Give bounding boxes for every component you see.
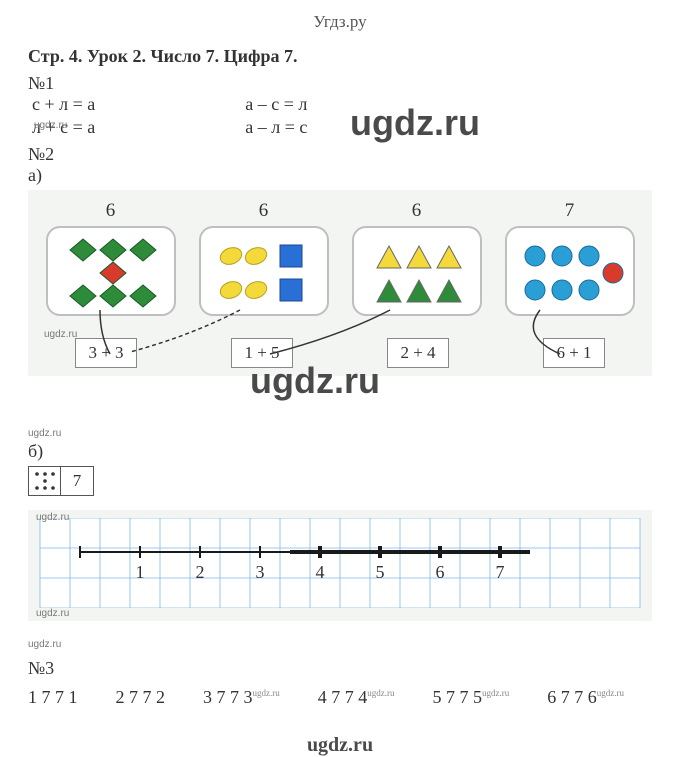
equation-boxes: 3 + 3 1 + 5 2 + 4 6 + 1 — [34, 338, 646, 368]
seven-label-cell: 7 — [61, 467, 93, 495]
watermark-small: ugdz.ru — [28, 639, 61, 650]
sequence-item: 3 7 7 3ugdz.ru — [203, 687, 280, 708]
shape-card — [505, 226, 635, 316]
dots-icon — [31, 469, 59, 493]
task2-sub-b: ugdz.ru б) — [28, 420, 652, 462]
task1-label: №1 — [28, 73, 652, 94]
svg-text:6: 6 — [436, 562, 445, 582]
sequence-item: 6 7 7 6ugdz.ru — [547, 687, 624, 708]
seven-box: 7 — [28, 466, 94, 496]
task3-sequence: 1 7 7 1 2 7 7 2 3 7 7 3ugdz.ru 4 7 7 4ugdz.… — [28, 687, 652, 708]
page-title: Стр. 4. Урок 2. Число 7. Цифра 7. — [28, 46, 652, 67]
svg-text:5: 5 — [376, 562, 385, 582]
equation-box: 3 + 3 — [75, 338, 136, 368]
shape-card — [352, 226, 482, 316]
card-column: 6 — [199, 200, 329, 316]
task1-equations: с + л = а а – с = л л + с = а а – л = с — [28, 94, 652, 138]
svg-text:1: 1 — [136, 562, 145, 582]
card-column: 7 — [505, 200, 635, 316]
svg-text:4: 4 — [316, 562, 325, 582]
sequence-item: 1 7 7 1 — [28, 687, 78, 708]
card-column: 6 — [352, 200, 482, 316]
card-row: 6 6 6 7 — [34, 200, 646, 316]
eq-left: л + с = а — [32, 117, 95, 138]
eq-right: а – с = л — [245, 94, 307, 115]
svg-text:7: 7 — [496, 562, 505, 582]
equation-box: 1 + 5 — [231, 338, 292, 368]
footer-watermark: ugdz.ru — [28, 734, 652, 757]
equation-box: 2 + 4 — [387, 338, 448, 368]
site-header: Угдз.ру — [28, 12, 652, 32]
equation-row: с + л = а а – с = л — [28, 94, 652, 115]
shape-card — [46, 226, 176, 316]
task3-label: №3 — [28, 658, 652, 679]
equation-box: 6 + 1 — [543, 338, 604, 368]
task2-sub-a: а) — [28, 165, 652, 186]
sub-b-label: б) — [28, 441, 43, 461]
card-count: 7 — [565, 200, 575, 222]
cards-panel: 6667 ugdz.ru 3 + 31 + 52 + 46 + 1 — [28, 190, 652, 376]
card-column: 6 — [46, 200, 176, 316]
sequence-item: 4 7 7 4ugdz.ru — [318, 687, 395, 708]
eq-left: с + л = а — [32, 94, 95, 115]
equation-row: л + с = а а – л = с — [28, 117, 652, 138]
sequence-item: 2 7 7 2 — [116, 687, 166, 708]
watermark-small: ugdz.ru — [36, 608, 69, 619]
card-count: 6 — [106, 200, 116, 222]
svg-text:2: 2 — [196, 562, 205, 582]
card-count: 6 — [412, 200, 422, 222]
sequence-item: 5 7 7 5ugdz.ru — [433, 687, 510, 708]
card-count: 6 — [259, 200, 269, 222]
svg-text:3: 3 — [256, 562, 265, 582]
number-line-panel: ugdz.ru 1234567 ugdz.ru — [28, 510, 652, 621]
eq-right: а – л = с — [245, 117, 307, 138]
shape-card — [199, 226, 329, 316]
number-line: 1 2 3 4 5 6 7 — [36, 518, 644, 608]
task2-label: №2 — [28, 144, 652, 165]
watermark-small: ugdz.ru — [28, 428, 61, 439]
dots-cell — [29, 467, 61, 495]
